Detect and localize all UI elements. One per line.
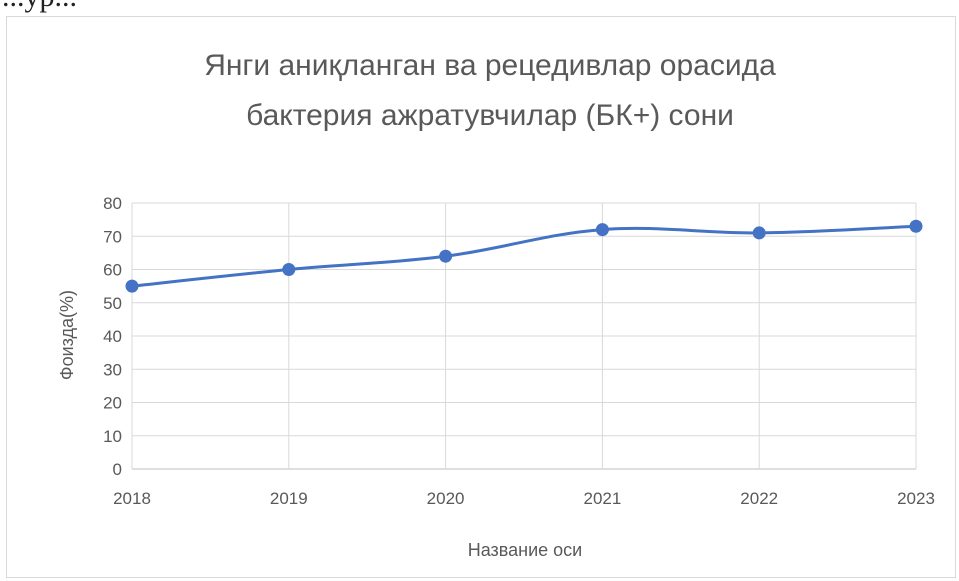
y-tick-label: 70 [103,227,122,246]
x-axis-title: Название оси [468,540,583,560]
x-tick-label: 2020 [427,489,465,508]
data-point-2019 [282,263,296,276]
y-tick-label: 50 [103,294,122,313]
data-point-2021 [595,223,609,237]
y-tick-label: 30 [103,360,122,379]
x-tick-label: 2023 [897,489,935,508]
y-tick-label: 10 [103,427,122,446]
data-point-2020 [439,249,453,263]
gridlines [131,202,917,470]
y-tick-label: 60 [103,261,122,280]
series-layer [125,219,923,293]
y-tick-label: 80 [103,194,122,213]
y-tick-label: 40 [103,327,122,346]
clipped-top-text-strip: ...ур... [0,0,959,16]
y-axis-title: Фоизда(%) [57,290,77,380]
y-tick-labels: 0 10 20 30 40 50 60 70 80 [103,194,122,479]
y-tick-label: 20 [103,394,122,413]
x-tick-label: 2018 [113,489,151,508]
x-tick-labels: 2018 2019 2020 2021 2022 2023 [113,489,935,508]
x-tick-label: 2022 [740,489,778,508]
chart-title-line-1: Янги аниқланган ва рецедивлар орасида [204,49,776,82]
series-line-0 [130,224,918,288]
y-tick-label: 0 [113,460,122,479]
data-point-2022 [752,226,766,240]
x-tick-label: 2019 [270,489,308,508]
clipped-top-text: ...ур... [2,0,77,14]
data-point-2023 [909,219,923,233]
x-tick-label: 2021 [583,489,621,508]
chart-frame [6,16,956,578]
data-point-2018 [125,279,139,293]
chart-title-line-2: бактерия ажратувчилар (БК+) сони [246,99,734,132]
